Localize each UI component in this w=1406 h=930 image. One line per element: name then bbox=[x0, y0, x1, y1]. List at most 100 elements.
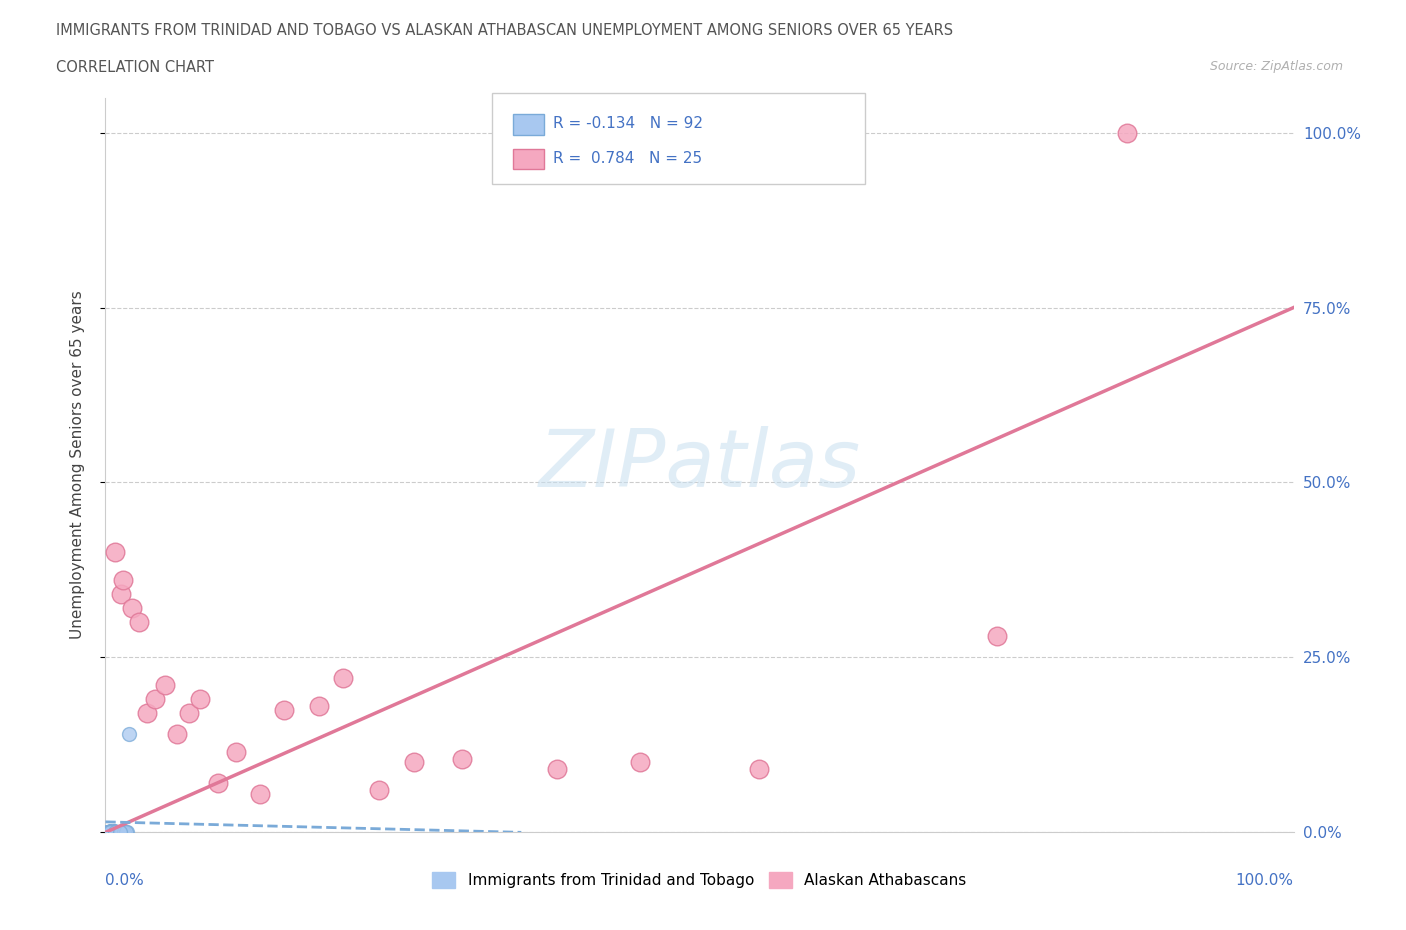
Y-axis label: Unemployment Among Seniors over 65 years: Unemployment Among Seniors over 65 years bbox=[70, 291, 84, 640]
Point bbox=[98, 825, 121, 840]
Point bbox=[101, 825, 124, 840]
Point bbox=[98, 825, 121, 840]
Point bbox=[104, 825, 127, 840]
Point bbox=[101, 825, 124, 840]
Point bbox=[101, 825, 124, 840]
Point bbox=[115, 825, 138, 840]
Point bbox=[114, 825, 136, 840]
Point bbox=[114, 825, 136, 840]
Point bbox=[101, 825, 124, 840]
Text: CORRELATION CHART: CORRELATION CHART bbox=[56, 60, 214, 75]
Point bbox=[105, 825, 128, 840]
Point bbox=[104, 545, 127, 560]
Point bbox=[100, 825, 122, 840]
Point bbox=[101, 825, 124, 840]
Point bbox=[450, 751, 472, 766]
Text: R = -0.134   N = 92: R = -0.134 N = 92 bbox=[553, 116, 703, 131]
Point bbox=[104, 825, 127, 840]
Point bbox=[308, 699, 330, 714]
Text: IMMIGRANTS FROM TRINIDAD AND TOBAGO VS ALASKAN ATHABASCAN UNEMPLOYMENT AMONG SEN: IMMIGRANTS FROM TRINIDAD AND TOBAGO VS A… bbox=[56, 23, 953, 38]
Point bbox=[98, 825, 121, 840]
Text: 0.0%: 0.0% bbox=[105, 872, 145, 888]
Point bbox=[103, 825, 125, 840]
Point bbox=[100, 825, 122, 840]
Point bbox=[628, 755, 651, 770]
Point bbox=[97, 825, 120, 840]
Point bbox=[98, 825, 121, 840]
Point bbox=[98, 825, 121, 840]
Point bbox=[101, 825, 124, 840]
Point bbox=[367, 783, 389, 798]
Point bbox=[98, 825, 121, 840]
Point bbox=[112, 573, 135, 588]
Legend: Immigrants from Trinidad and Tobago, Alaskan Athabascans: Immigrants from Trinidad and Tobago, Ala… bbox=[426, 867, 973, 895]
Point bbox=[105, 825, 128, 840]
Point bbox=[98, 825, 121, 840]
Point bbox=[332, 671, 354, 685]
Point bbox=[100, 825, 122, 840]
Point bbox=[100, 825, 122, 840]
Text: 100.0%: 100.0% bbox=[1236, 872, 1294, 888]
Point bbox=[103, 825, 125, 840]
Point bbox=[98, 825, 121, 840]
Point bbox=[104, 825, 127, 840]
Point bbox=[748, 762, 770, 777]
Point bbox=[207, 776, 229, 790]
Point bbox=[100, 825, 122, 840]
Text: R =  0.784   N = 25: R = 0.784 N = 25 bbox=[553, 151, 702, 166]
Point bbox=[98, 825, 121, 840]
Point bbox=[98, 825, 121, 840]
Point bbox=[136, 706, 159, 721]
Point bbox=[118, 727, 141, 742]
Point bbox=[105, 825, 128, 840]
Point bbox=[190, 692, 212, 707]
Point bbox=[121, 601, 143, 616]
Point bbox=[98, 825, 121, 840]
Point bbox=[108, 825, 131, 840]
Point bbox=[101, 825, 124, 840]
Point bbox=[104, 825, 127, 840]
Point bbox=[143, 692, 166, 707]
Point bbox=[98, 825, 121, 840]
Point bbox=[225, 744, 247, 759]
Point bbox=[105, 825, 128, 840]
Point bbox=[128, 615, 150, 630]
Point bbox=[100, 825, 122, 840]
Point bbox=[103, 825, 125, 840]
Point bbox=[105, 825, 128, 840]
Point bbox=[98, 825, 121, 840]
Point bbox=[104, 825, 127, 840]
Point bbox=[101, 825, 124, 840]
Point bbox=[100, 825, 122, 840]
Point bbox=[108, 825, 131, 840]
Point bbox=[110, 825, 132, 840]
Point bbox=[101, 825, 124, 840]
Point bbox=[101, 825, 124, 840]
Point bbox=[98, 825, 121, 840]
Point bbox=[105, 825, 128, 840]
Text: ZIPatlas: ZIPatlas bbox=[538, 426, 860, 504]
Point bbox=[98, 825, 121, 840]
Point bbox=[111, 825, 134, 840]
Point bbox=[107, 825, 129, 840]
Point bbox=[105, 825, 128, 840]
Point bbox=[177, 706, 200, 721]
Point bbox=[103, 825, 125, 840]
Point bbox=[98, 825, 121, 840]
Point bbox=[104, 825, 127, 840]
Point bbox=[98, 825, 121, 840]
Point bbox=[98, 825, 121, 840]
Point bbox=[273, 702, 295, 717]
Point bbox=[153, 678, 176, 693]
Point bbox=[110, 587, 132, 602]
Point bbox=[98, 825, 121, 840]
Point bbox=[105, 825, 128, 840]
Point bbox=[100, 825, 122, 840]
Point bbox=[100, 825, 122, 840]
Point bbox=[986, 629, 1008, 644]
Point bbox=[104, 825, 127, 840]
Point bbox=[98, 825, 121, 840]
Point bbox=[104, 825, 127, 840]
Point bbox=[98, 825, 121, 840]
Point bbox=[103, 825, 125, 840]
